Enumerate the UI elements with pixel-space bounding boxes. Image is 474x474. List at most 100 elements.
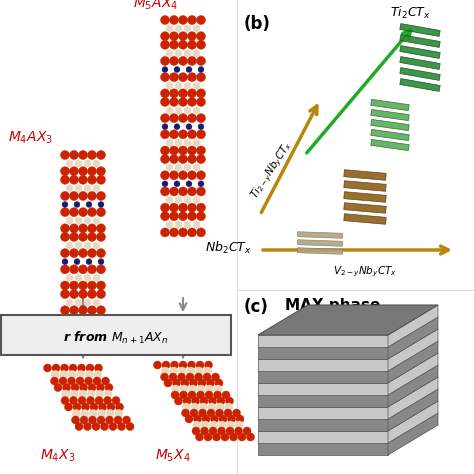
Circle shape: [205, 391, 213, 399]
Circle shape: [194, 373, 202, 381]
Circle shape: [79, 265, 88, 274]
Circle shape: [188, 16, 197, 25]
Circle shape: [197, 89, 206, 98]
Circle shape: [86, 201, 92, 208]
Circle shape: [69, 364, 77, 372]
Circle shape: [211, 373, 219, 381]
Circle shape: [161, 16, 170, 25]
Polygon shape: [371, 139, 409, 151]
Circle shape: [54, 383, 62, 392]
Circle shape: [72, 416, 80, 424]
Circle shape: [170, 114, 179, 123]
Circle shape: [84, 377, 92, 385]
Circle shape: [197, 73, 206, 82]
Circle shape: [214, 385, 222, 393]
Circle shape: [174, 66, 180, 73]
Circle shape: [104, 390, 112, 398]
Circle shape: [164, 379, 172, 387]
Circle shape: [88, 265, 97, 274]
Circle shape: [197, 114, 206, 123]
Circle shape: [170, 203, 179, 212]
Circle shape: [188, 228, 197, 237]
Circle shape: [197, 385, 205, 393]
Circle shape: [79, 390, 87, 398]
Circle shape: [75, 242, 82, 249]
Circle shape: [101, 377, 109, 385]
Circle shape: [93, 242, 100, 249]
Circle shape: [179, 212, 188, 221]
Circle shape: [210, 421, 218, 429]
Circle shape: [84, 160, 91, 167]
Circle shape: [193, 221, 200, 228]
Circle shape: [198, 124, 204, 130]
Polygon shape: [400, 35, 440, 47]
Circle shape: [179, 130, 188, 139]
Circle shape: [98, 410, 106, 418]
Circle shape: [172, 385, 180, 393]
Circle shape: [186, 66, 192, 73]
Circle shape: [184, 139, 191, 146]
Circle shape: [88, 306, 97, 315]
Circle shape: [161, 114, 170, 123]
Circle shape: [161, 367, 169, 375]
Circle shape: [170, 97, 179, 106]
Circle shape: [70, 290, 79, 299]
Circle shape: [100, 422, 109, 430]
Polygon shape: [258, 347, 388, 359]
Polygon shape: [388, 401, 438, 443]
Polygon shape: [297, 232, 343, 238]
Circle shape: [166, 197, 173, 203]
Circle shape: [109, 422, 117, 430]
Circle shape: [70, 175, 79, 184]
Circle shape: [197, 212, 206, 221]
Circle shape: [79, 208, 88, 217]
Circle shape: [183, 397, 191, 405]
Circle shape: [97, 290, 106, 299]
Circle shape: [79, 232, 88, 241]
Circle shape: [179, 40, 188, 49]
Circle shape: [175, 139, 182, 146]
Circle shape: [204, 367, 212, 375]
Circle shape: [233, 409, 240, 417]
Circle shape: [97, 248, 106, 257]
Circle shape: [224, 409, 232, 417]
Circle shape: [182, 403, 190, 411]
Circle shape: [66, 185, 73, 192]
Circle shape: [208, 403, 216, 411]
Circle shape: [84, 299, 91, 306]
Polygon shape: [258, 335, 388, 347]
Circle shape: [98, 259, 104, 264]
Circle shape: [188, 203, 197, 212]
Circle shape: [95, 396, 103, 404]
Circle shape: [197, 16, 206, 25]
Polygon shape: [258, 443, 388, 455]
Circle shape: [215, 379, 223, 387]
Circle shape: [195, 367, 203, 375]
Circle shape: [61, 151, 70, 159]
Circle shape: [70, 281, 79, 290]
Circle shape: [197, 155, 206, 164]
Circle shape: [93, 185, 100, 192]
Circle shape: [196, 361, 204, 369]
Circle shape: [61, 224, 70, 233]
Circle shape: [44, 364, 52, 372]
Circle shape: [79, 281, 88, 290]
Circle shape: [161, 146, 170, 155]
Circle shape: [116, 403, 124, 411]
Circle shape: [171, 391, 179, 399]
Circle shape: [162, 361, 170, 369]
Circle shape: [79, 151, 88, 159]
Circle shape: [179, 89, 188, 98]
Circle shape: [70, 265, 79, 274]
Circle shape: [94, 371, 102, 379]
Circle shape: [88, 167, 97, 176]
Circle shape: [199, 403, 207, 411]
Text: $M_4AX_3$: $M_4AX_3$: [8, 130, 53, 146]
Circle shape: [51, 377, 58, 385]
Circle shape: [78, 364, 85, 372]
Circle shape: [52, 364, 60, 372]
Circle shape: [192, 427, 200, 435]
Circle shape: [175, 25, 182, 32]
Circle shape: [170, 73, 179, 82]
Circle shape: [193, 164, 200, 171]
